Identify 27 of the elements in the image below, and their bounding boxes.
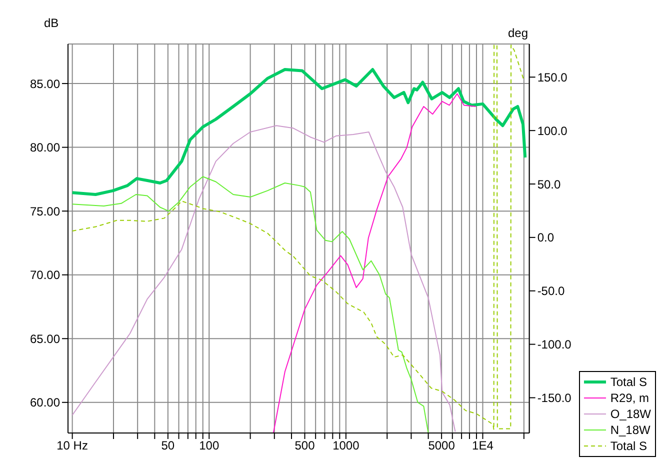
x-tick-label: 1000 [332, 438, 360, 453]
y2-tick-label: 100.0 [537, 124, 568, 138]
legend-label: O_18W [610, 407, 651, 421]
x-tick-label: 100 [199, 438, 220, 453]
y-tick-label: 65.00 [30, 332, 60, 346]
y-tick-label: 85.00 [30, 76, 60, 91]
y-axis-title: dB [44, 16, 59, 30]
y2-tick-label: 0.0 [537, 230, 554, 245]
legend-label: Total S [610, 439, 647, 453]
y2-tick-label: -100.0 [537, 338, 572, 352]
x-tick-label: 50 [161, 438, 175, 453]
y2-tick-label: 50.0 [537, 177, 561, 192]
legend-label: N_18W [610, 423, 650, 437]
y-tick-label: 70.00 [30, 268, 60, 282]
x-tick-label: 10 Hz [56, 438, 88, 453]
x-tick-label: 500 [294, 438, 316, 453]
y2-tick-label: 150.0 [537, 70, 568, 84]
legend-label: R29, m [610, 391, 649, 405]
y2-tick-label: -50.0 [537, 284, 565, 298]
x-tick-label: 1E4 [472, 438, 494, 453]
y2-axis-title: deg [508, 26, 528, 40]
y-tick-label: 80.00 [30, 140, 60, 155]
legend-label: Total S [610, 375, 647, 389]
y2-tick-label: -150.0 [537, 390, 572, 405]
x-tick-label: 5000 [428, 438, 456, 453]
y-tick-label: 60.00 [30, 396, 60, 410]
y-tick-label: 75.00 [30, 204, 60, 218]
